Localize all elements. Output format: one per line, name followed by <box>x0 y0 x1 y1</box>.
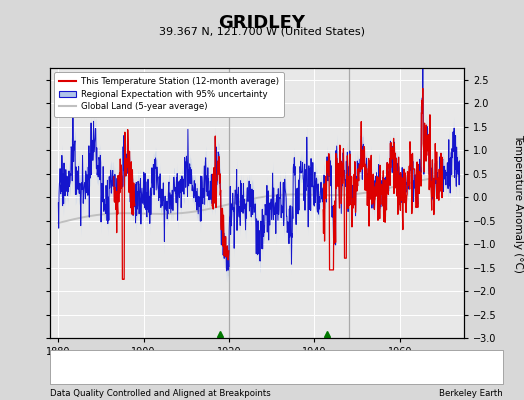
Legend: This Temperature Station (12-month average), Regional Expectation with 95% uncer: This Temperature Station (12-month avera… <box>54 72 284 116</box>
Text: Station Move: Station Move <box>72 362 129 372</box>
Text: Berkeley Earth: Berkeley Earth <box>439 389 503 398</box>
Text: GRIDLEY: GRIDLEY <box>219 14 305 32</box>
Text: ◆: ◆ <box>59 362 67 372</box>
Y-axis label: Temperature Anomaly (°C): Temperature Anomaly (°C) <box>513 134 523 272</box>
Text: 39.367 N, 121.700 W (United States): 39.367 N, 121.700 W (United States) <box>159 26 365 36</box>
Text: Data Quality Controlled and Aligned at Breakpoints: Data Quality Controlled and Aligned at B… <box>50 389 270 398</box>
Text: ■: ■ <box>373 362 381 372</box>
Text: Empirical Break: Empirical Break <box>387 362 454 372</box>
Text: Record Gap: Record Gap <box>172 362 222 372</box>
Text: Time of Obs. Change: Time of Obs. Change <box>261 362 351 372</box>
Text: ▲: ▲ <box>159 362 166 372</box>
Text: ▼: ▼ <box>248 362 255 372</box>
